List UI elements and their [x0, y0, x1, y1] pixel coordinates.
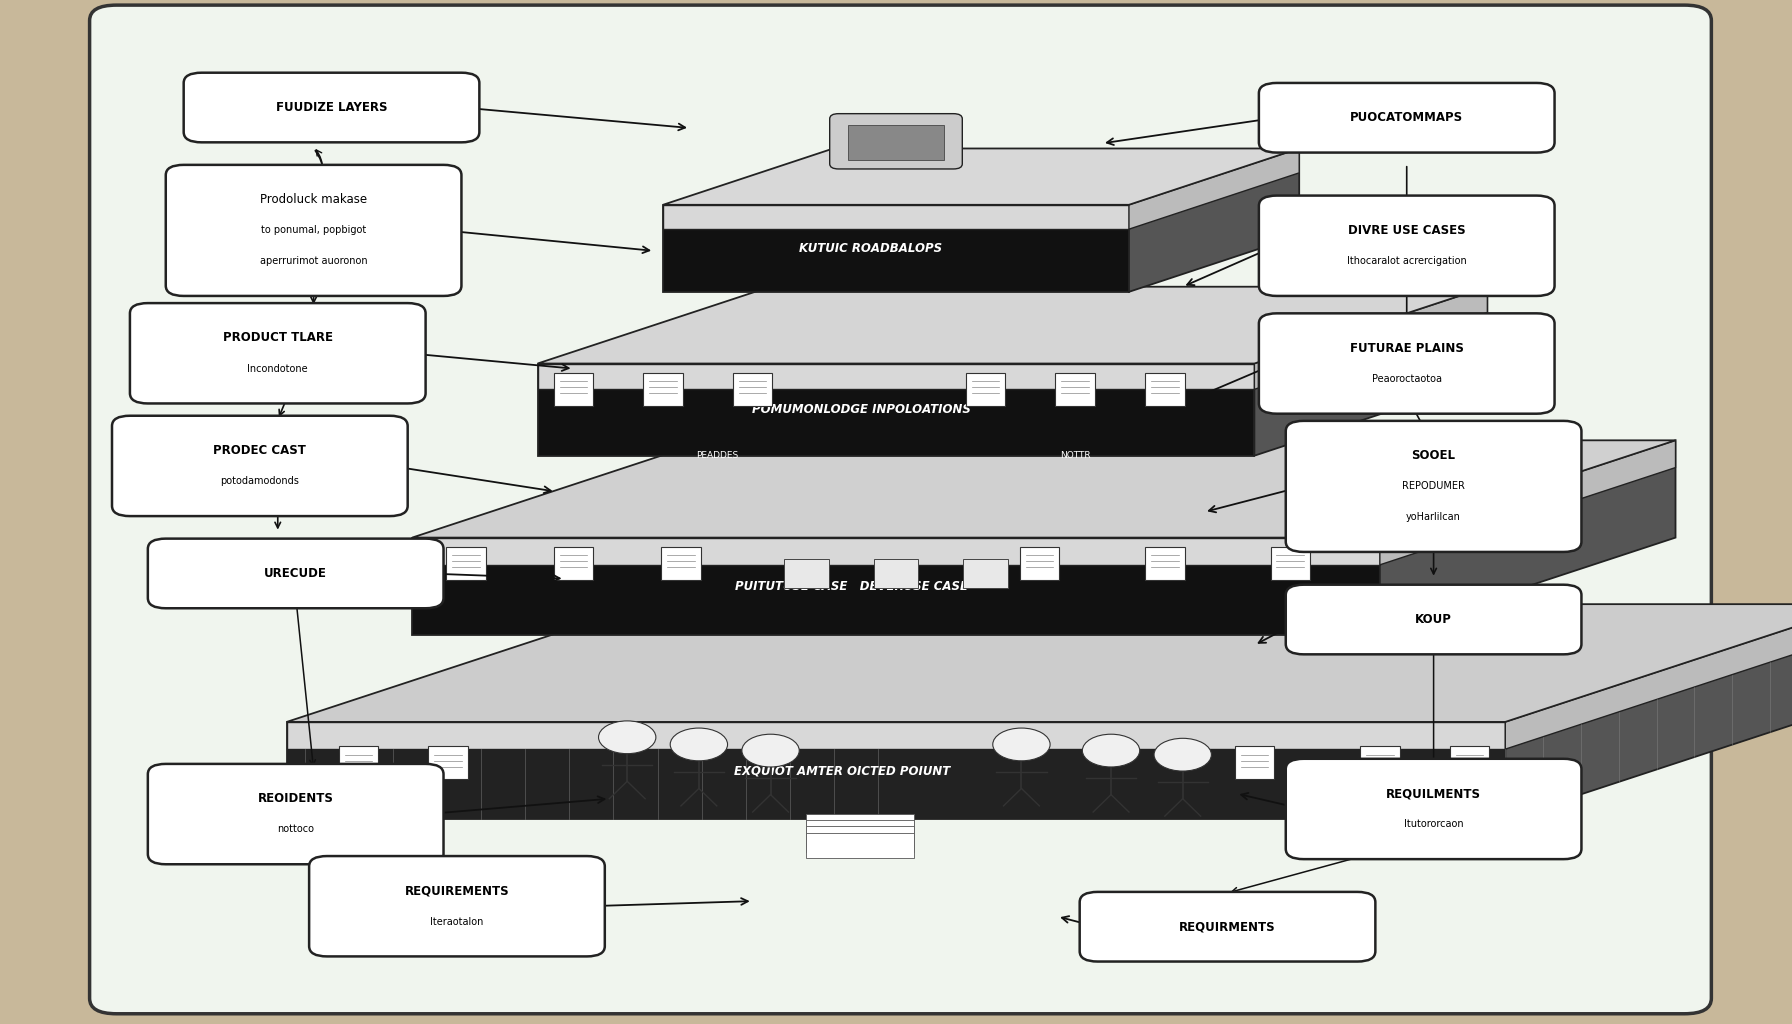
Polygon shape — [538, 287, 1487, 364]
FancyBboxPatch shape — [1258, 196, 1555, 296]
FancyBboxPatch shape — [1287, 421, 1582, 552]
Text: PEADDES: PEADDES — [695, 452, 738, 460]
Text: REQUIREMENTS: REQUIREMENTS — [405, 885, 509, 897]
Text: Peaoroctaotoa: Peaoroctaotoa — [1371, 374, 1443, 384]
FancyBboxPatch shape — [785, 559, 830, 588]
Text: URECUDE: URECUDE — [263, 567, 328, 580]
FancyBboxPatch shape — [661, 547, 701, 580]
Text: Ithocaralot acrercigation: Ithocaralot acrercigation — [1348, 256, 1466, 266]
FancyBboxPatch shape — [446, 547, 486, 580]
FancyBboxPatch shape — [131, 303, 426, 403]
Polygon shape — [1254, 287, 1487, 456]
FancyBboxPatch shape — [1287, 759, 1582, 859]
Polygon shape — [412, 538, 1380, 565]
FancyBboxPatch shape — [1055, 373, 1095, 406]
Polygon shape — [287, 722, 1505, 750]
Polygon shape — [412, 538, 1380, 635]
Polygon shape — [538, 364, 1254, 456]
Polygon shape — [538, 364, 1254, 389]
Circle shape — [742, 734, 799, 767]
Text: POMUMONLODGE INPOLOATIONS: POMUMONLODGE INPOLOATIONS — [751, 403, 971, 416]
Text: aperrurimot auoronon: aperrurimot auoronon — [260, 256, 367, 266]
FancyBboxPatch shape — [1145, 373, 1185, 406]
Polygon shape — [1254, 287, 1487, 389]
Circle shape — [1082, 734, 1140, 767]
Polygon shape — [1129, 148, 1299, 229]
Text: PUITUTUSE CASE   DEVERUSE CASE: PUITUTUSE CASE DEVERUSE CASE — [735, 580, 968, 593]
Polygon shape — [1129, 148, 1299, 292]
Circle shape — [993, 728, 1050, 761]
FancyBboxPatch shape — [1081, 892, 1376, 962]
Polygon shape — [663, 205, 1129, 292]
FancyBboxPatch shape — [1258, 313, 1555, 414]
Polygon shape — [287, 604, 1792, 722]
FancyBboxPatch shape — [848, 125, 944, 160]
FancyBboxPatch shape — [1360, 746, 1400, 779]
Polygon shape — [412, 440, 1676, 538]
Text: KOUP: KOUP — [1416, 613, 1452, 626]
Text: PRODUCT TLARE: PRODUCT TLARE — [222, 332, 333, 344]
FancyBboxPatch shape — [806, 820, 914, 846]
Polygon shape — [287, 722, 1505, 819]
Text: PRODEC CAST: PRODEC CAST — [213, 444, 306, 457]
FancyBboxPatch shape — [165, 165, 462, 296]
FancyBboxPatch shape — [966, 373, 1005, 406]
Text: FUUDIZE LAYERS: FUUDIZE LAYERS — [276, 101, 387, 114]
FancyBboxPatch shape — [874, 559, 919, 588]
FancyBboxPatch shape — [428, 746, 468, 779]
FancyBboxPatch shape — [733, 373, 772, 406]
FancyBboxPatch shape — [554, 547, 593, 580]
FancyBboxPatch shape — [111, 416, 407, 516]
FancyBboxPatch shape — [1258, 83, 1555, 153]
FancyBboxPatch shape — [643, 373, 683, 406]
Text: Itutororcaon: Itutororcaon — [1403, 819, 1464, 829]
FancyBboxPatch shape — [806, 833, 914, 858]
Polygon shape — [1380, 440, 1676, 565]
Text: DIVRE USE CASES: DIVRE USE CASES — [1348, 224, 1466, 237]
Polygon shape — [663, 148, 1299, 205]
Text: FUTURAE PLAINS: FUTURAE PLAINS — [1349, 342, 1464, 354]
Text: SOOEL: SOOEL — [1412, 450, 1455, 462]
FancyBboxPatch shape — [1271, 547, 1310, 580]
FancyBboxPatch shape — [149, 539, 444, 608]
FancyBboxPatch shape — [339, 746, 378, 779]
FancyBboxPatch shape — [806, 826, 914, 852]
Polygon shape — [1505, 604, 1792, 819]
Text: nottoco: nottoco — [278, 824, 314, 835]
Text: REQUIRMENTS: REQUIRMENTS — [1179, 921, 1276, 933]
Text: Iteraotalon: Iteraotalon — [430, 916, 484, 927]
FancyBboxPatch shape — [554, 373, 593, 406]
Polygon shape — [663, 205, 1129, 229]
Text: KUTUIC ROADBALOPS: KUTUIC ROADBALOPS — [799, 242, 943, 255]
Text: NOTTR: NOTTR — [1059, 452, 1091, 460]
Text: PUOCATOMMAPS: PUOCATOMMAPS — [1349, 112, 1464, 124]
FancyBboxPatch shape — [185, 73, 480, 142]
Circle shape — [1154, 738, 1211, 771]
FancyBboxPatch shape — [830, 114, 962, 169]
Text: to ponumal, popbigot: to ponumal, popbigot — [262, 225, 366, 236]
Text: REPODUMER: REPODUMER — [1401, 481, 1466, 492]
FancyBboxPatch shape — [1235, 746, 1274, 779]
FancyBboxPatch shape — [149, 764, 444, 864]
FancyBboxPatch shape — [806, 814, 914, 840]
Circle shape — [599, 721, 656, 754]
Text: EXQUIOT AMTER OICTED POIUNT: EXQUIOT AMTER OICTED POIUNT — [735, 764, 950, 777]
Text: yoHarlilcan: yoHarlilcan — [1407, 512, 1460, 522]
FancyBboxPatch shape — [90, 5, 1711, 1014]
FancyBboxPatch shape — [1145, 547, 1185, 580]
FancyBboxPatch shape — [1287, 585, 1582, 654]
Text: REOIDENTS: REOIDENTS — [258, 793, 333, 805]
Polygon shape — [1505, 604, 1792, 750]
Circle shape — [670, 728, 728, 761]
Polygon shape — [1380, 440, 1676, 635]
FancyBboxPatch shape — [1020, 547, 1059, 580]
Text: Prodoluck makase: Prodoluck makase — [260, 194, 367, 206]
FancyBboxPatch shape — [1450, 746, 1489, 779]
Text: potodamodonds: potodamodonds — [220, 476, 299, 486]
Text: REQUILMENTS: REQUILMENTS — [1385, 787, 1482, 800]
FancyBboxPatch shape — [964, 559, 1009, 588]
FancyBboxPatch shape — [308, 856, 606, 956]
Text: Incondotone: Incondotone — [247, 364, 308, 374]
